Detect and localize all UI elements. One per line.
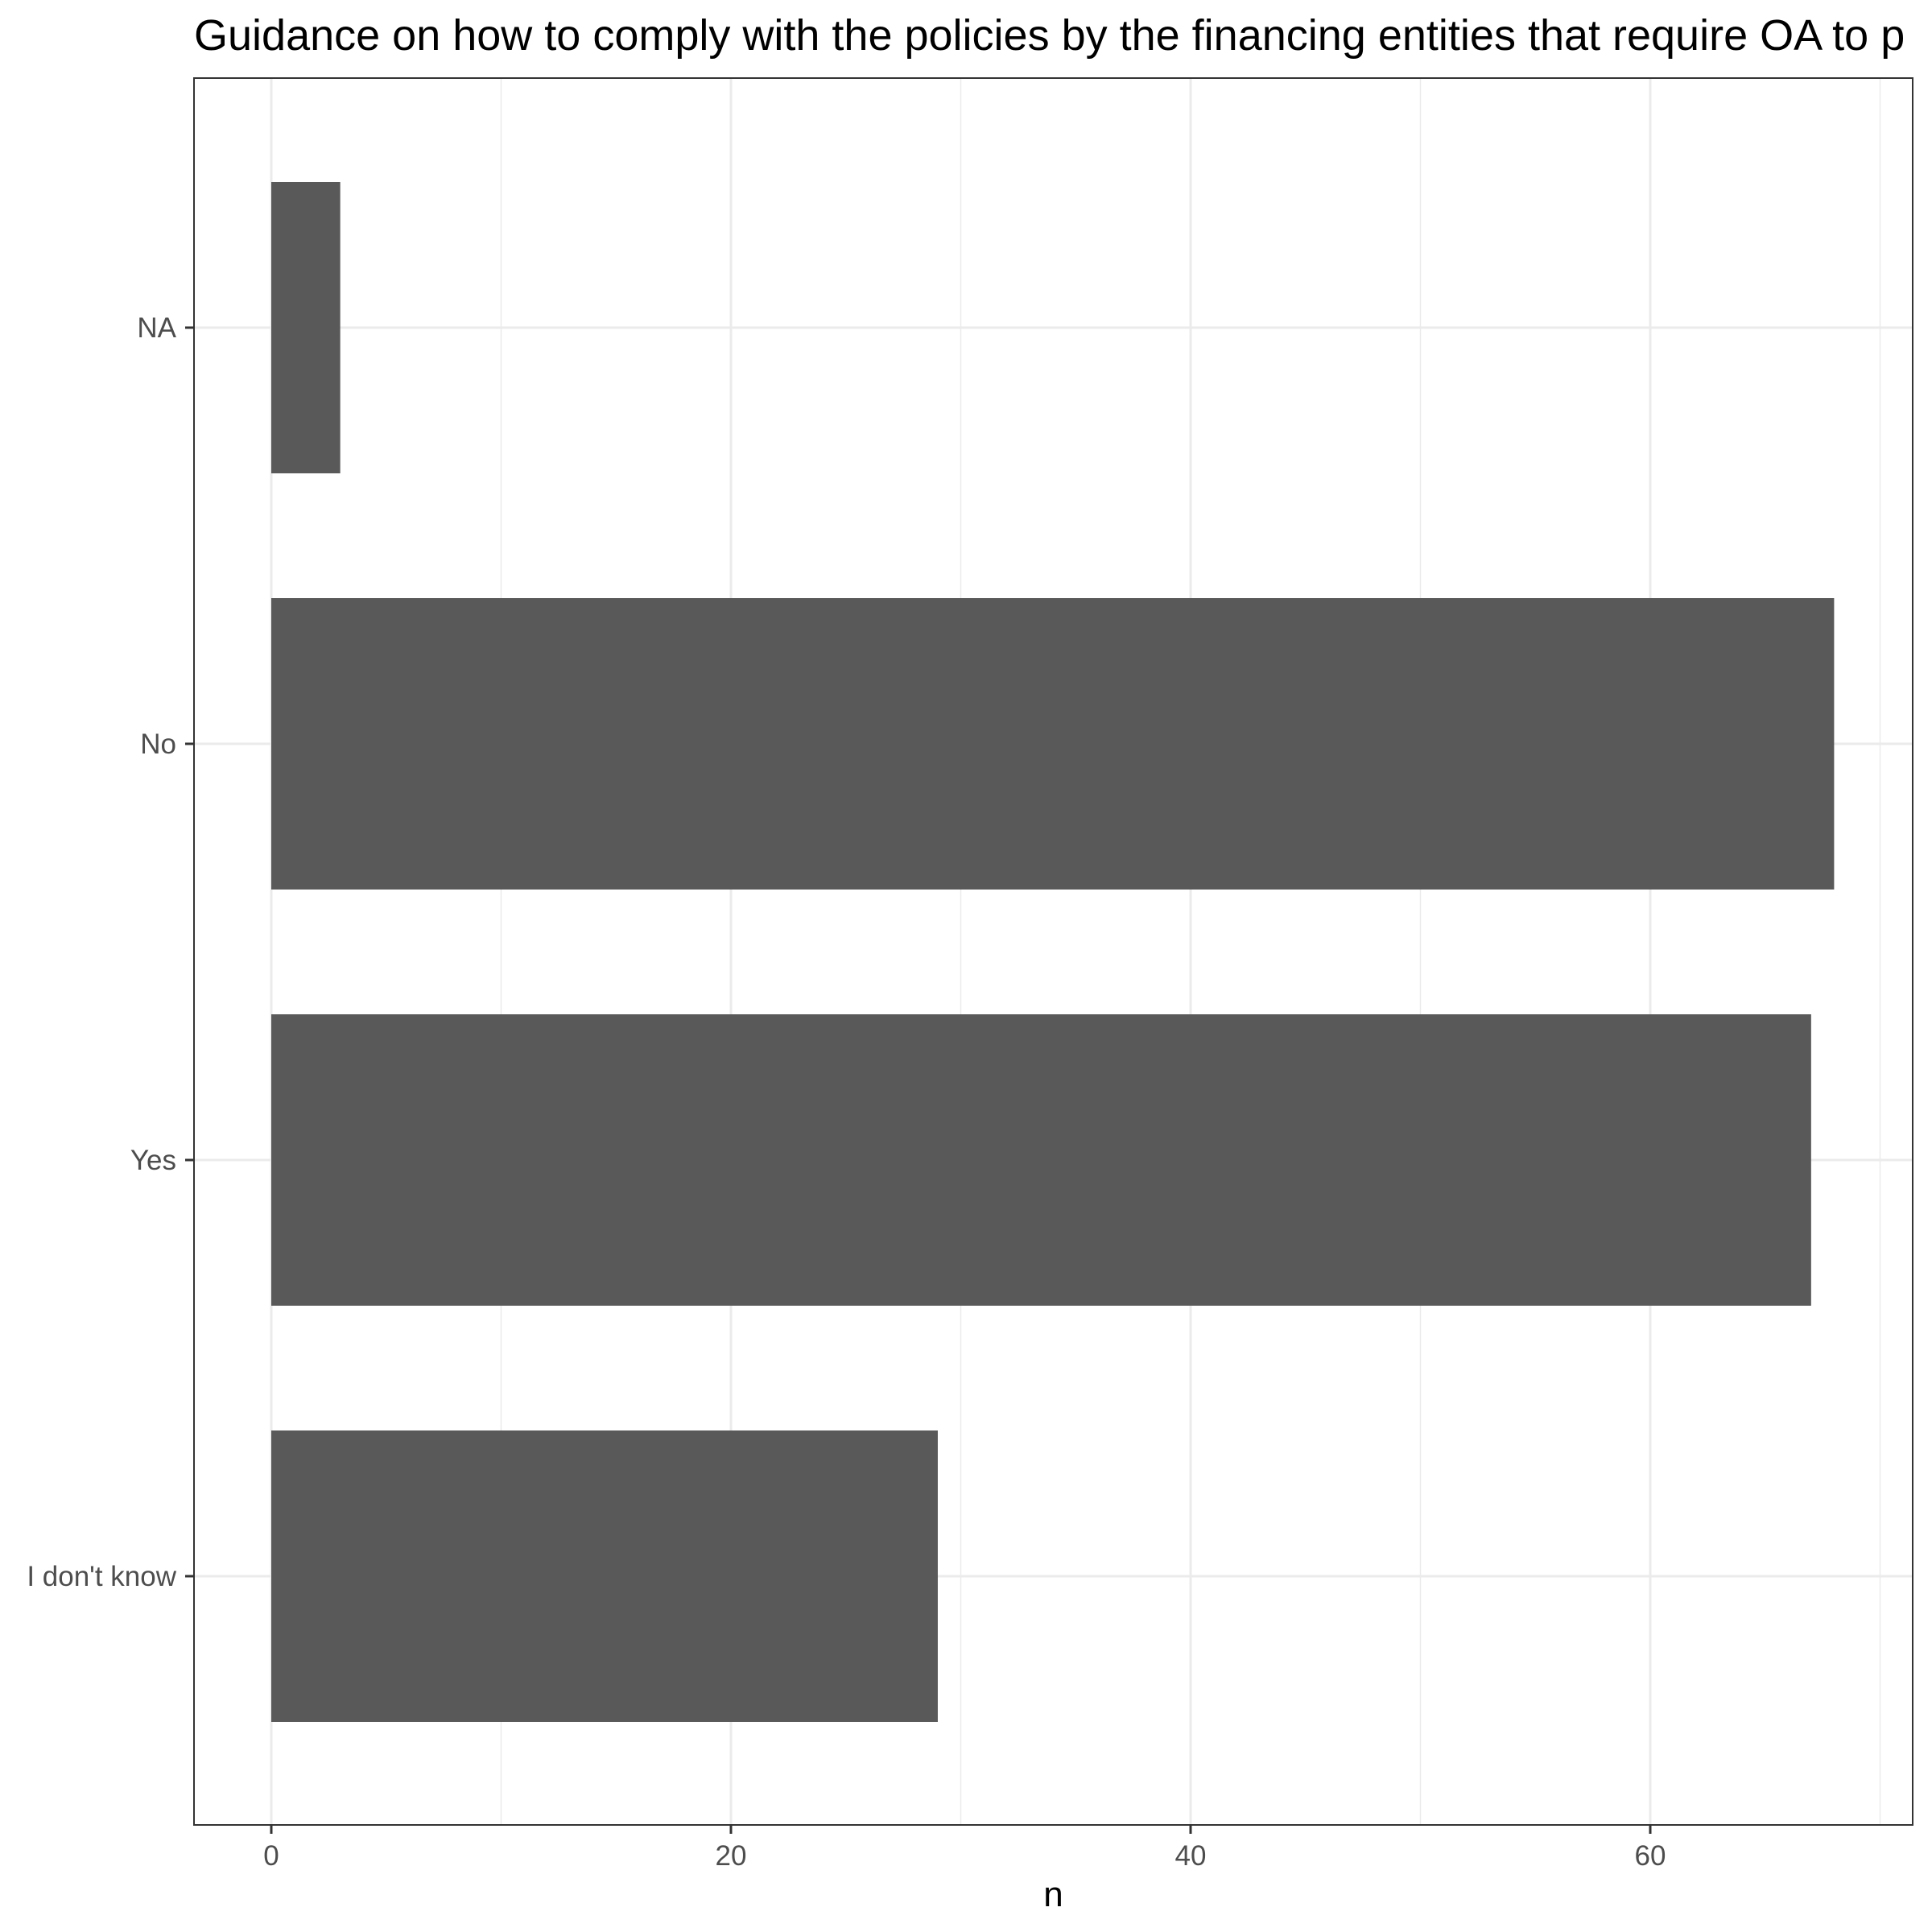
y-tick-label-yes: Yes <box>130 1145 176 1176</box>
x-tick-label-0: 0 <box>263 1840 279 1872</box>
x-tick-label-60: 60 <box>1635 1840 1666 1872</box>
bar-no <box>271 598 1835 890</box>
x-axis-title: n <box>1043 1875 1063 1914</box>
bar-i-don-t-know <box>271 1430 938 1722</box>
y-axis: I don't know Yes No NA <box>27 312 194 1592</box>
x-axis: 0 20 40 60 <box>263 1825 1666 1872</box>
x-tick-label-20: 20 <box>716 1840 747 1872</box>
bar-yes <box>271 1014 1811 1306</box>
y-tick-label-i-don-t-know: I don't know <box>27 1561 176 1592</box>
bars <box>271 182 1835 1722</box>
panel-border <box>193 77 1913 1826</box>
y-tick-label-na: NA <box>137 312 176 344</box>
x-tick-label-40: 40 <box>1175 1840 1207 1872</box>
bar-na <box>271 182 341 473</box>
y-tick-label-no: No <box>140 729 176 760</box>
chart-title: Guidance on how to comply with the polic… <box>194 11 1905 60</box>
